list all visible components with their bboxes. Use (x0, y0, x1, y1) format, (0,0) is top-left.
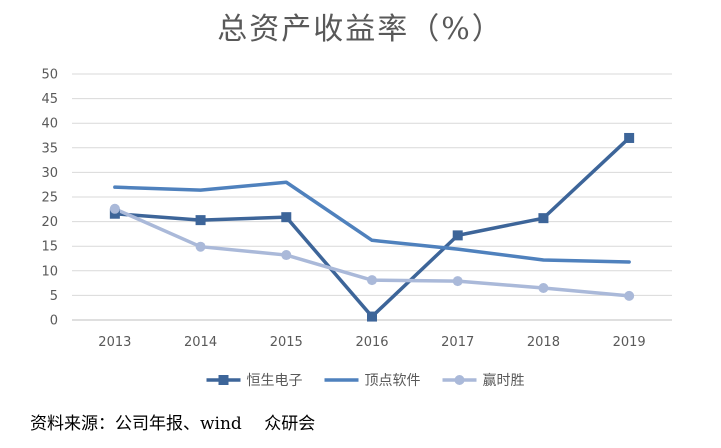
data-point-circle (109, 203, 120, 214)
x-tick-label: 2019 (613, 335, 646, 350)
y-tick-label: 0 (50, 314, 58, 329)
data-point-square (452, 230, 463, 241)
data-point-square (281, 212, 292, 223)
x-tick-label: 2015 (270, 335, 303, 350)
y-tick-label: 20 (41, 215, 58, 230)
y-tick-label: 50 (41, 68, 58, 83)
x-tick-label: 2016 (355, 335, 388, 350)
data-point-circle (538, 283, 549, 294)
data-point-square (538, 213, 549, 224)
data-point-circle (195, 241, 206, 252)
y-tick-label: 5 (50, 289, 58, 304)
legend-label: 顶点软件 (365, 373, 421, 389)
legend-marker-square (218, 375, 229, 385)
x-tick-label: 2013 (98, 335, 131, 350)
y-tick-label: 35 (41, 141, 58, 156)
series-line-2 (113, 180, 631, 264)
legend: 恒生电子 顶点软件 赢时胜 (206, 372, 525, 389)
gridlines (72, 73, 672, 321)
legend-label: 恒生电子 (247, 373, 303, 389)
y-tick-label: 25 (41, 191, 58, 206)
series-markers (109, 132, 635, 322)
data-point-square (624, 132, 635, 143)
y-tick-label: 45 (41, 92, 58, 107)
data-point-circle (367, 275, 377, 286)
source-note: 资料来源：公司年报、wind 众研会 (30, 414, 316, 434)
x-tick-label: 2018 (527, 335, 560, 350)
data-point-circle (624, 290, 635, 301)
data-point-circle (452, 276, 463, 287)
y-tick-label: 40 (41, 117, 58, 132)
data-point-square (367, 311, 377, 322)
y-tick-label: 15 (41, 240, 58, 255)
series-lines (113, 136, 631, 319)
legend-marker-circle (454, 375, 465, 385)
y-tick-label: 30 (41, 166, 58, 181)
chart-title: 总资产收益率（%） (217, 12, 504, 47)
data-point-circle (281, 250, 292, 261)
axes: 0 5 10 15 20 25 30 35 40 45 50 2013 2014 2015 2016 2017… (41, 68, 645, 351)
data-point-square (195, 215, 206, 226)
legend-label: 赢时胜 (483, 372, 525, 389)
x-tick-label: 2017 (441, 335, 474, 350)
x-tick-label: 2014 (184, 335, 217, 350)
y-tick-label: 10 (41, 264, 58, 279)
